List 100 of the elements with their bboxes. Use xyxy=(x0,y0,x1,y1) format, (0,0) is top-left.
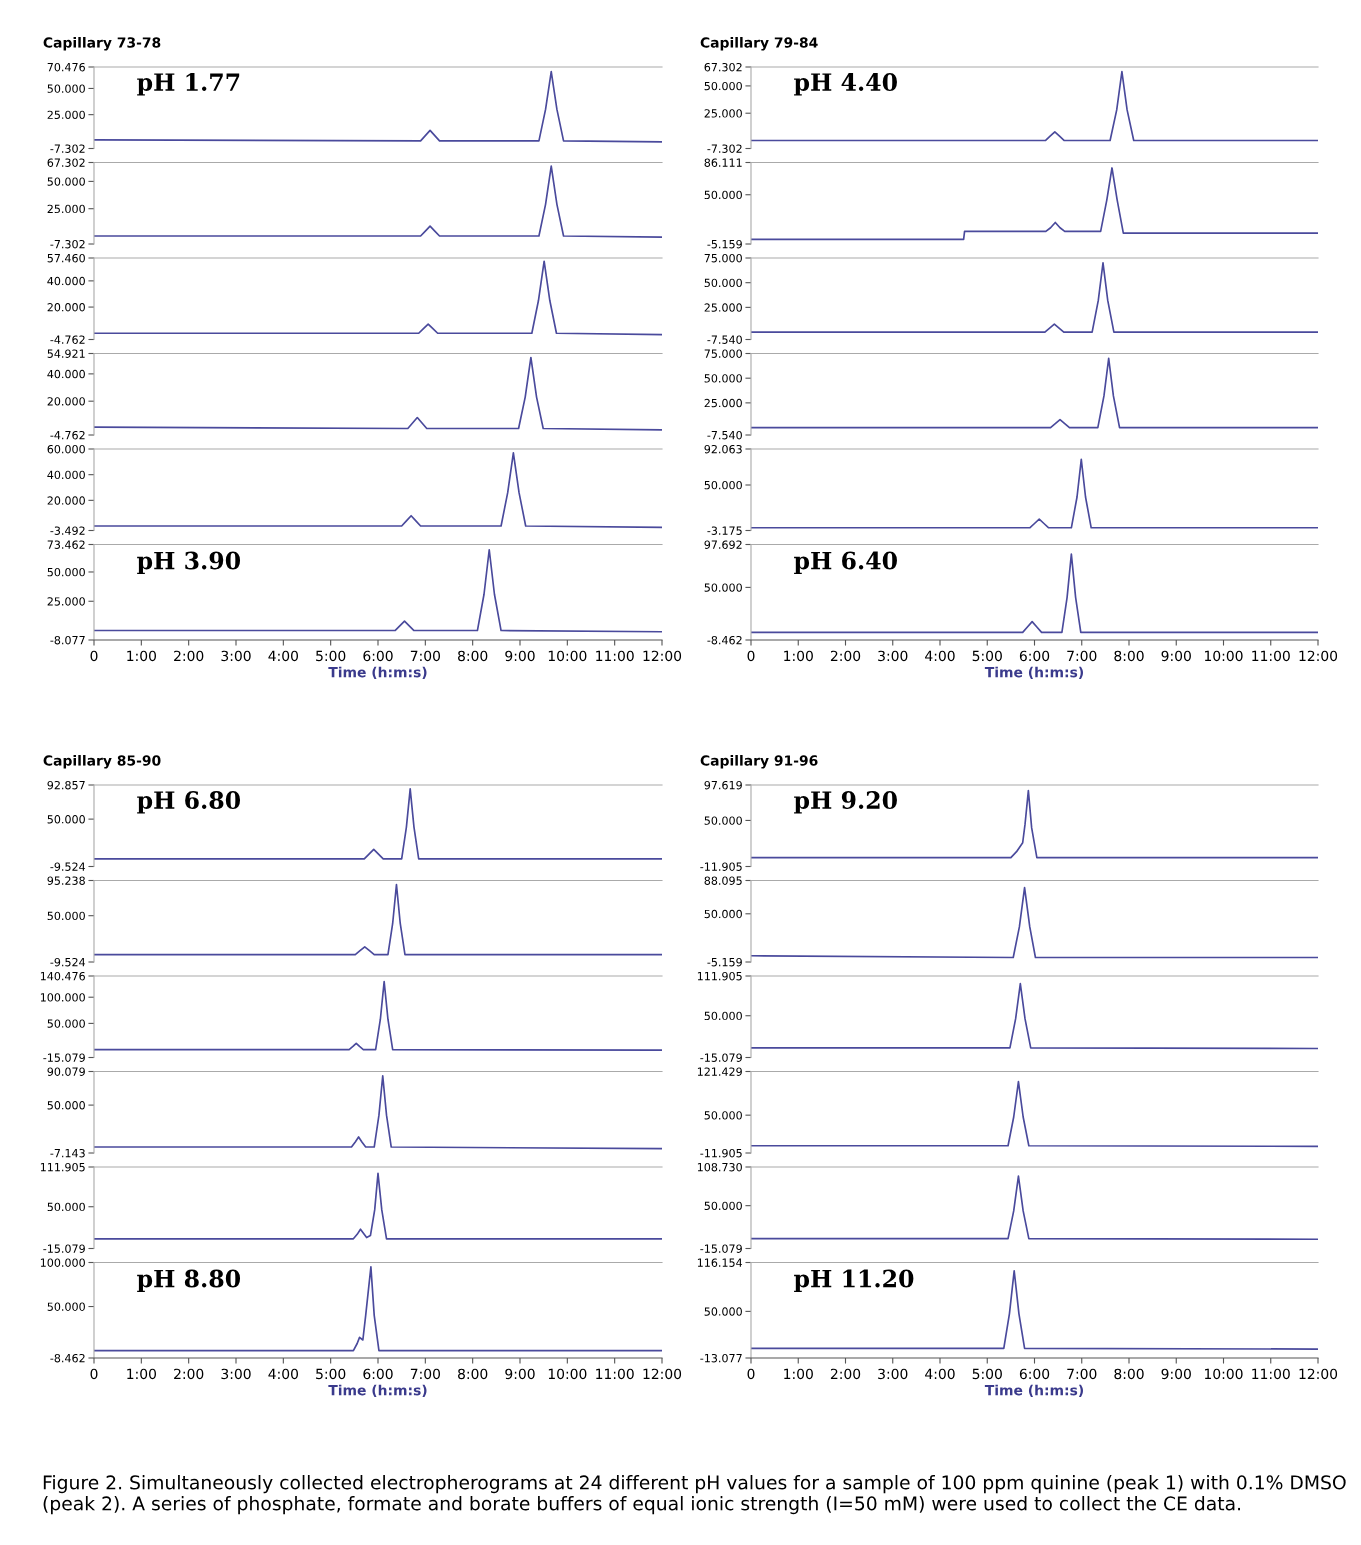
x-tick-label: 7:00 xyxy=(1067,1368,1097,1380)
line-series xyxy=(94,980,662,1051)
y-tick-label: 50.000 xyxy=(704,909,742,919)
line-series xyxy=(94,452,662,529)
x-tick-label: 4:00 xyxy=(925,1368,955,1380)
x-tick-label: 12:00 xyxy=(643,650,682,662)
x-tick-label: 10:00 xyxy=(548,1368,587,1380)
x-tick-label: 12:00 xyxy=(643,1368,682,1380)
x-tick-label: 3:00 xyxy=(878,650,908,662)
line-series xyxy=(751,553,1318,634)
y-tick-label: 50.000 xyxy=(47,84,85,93)
x-tick-label: 8:00 xyxy=(458,650,488,662)
y-tick-label: 86.111 xyxy=(704,158,742,167)
y-tick-label: -11.905 xyxy=(700,862,742,871)
y-tick-label: 50.000 xyxy=(47,815,85,824)
y-tick-label: -3.175 xyxy=(707,526,742,535)
x-tick-label: 3:00 xyxy=(221,650,251,662)
line-series xyxy=(751,167,1318,241)
annotation: pH 1.77 xyxy=(137,73,240,96)
x-tick-label: 8:00 xyxy=(1114,1368,1144,1380)
chart-title: Capillary 73-78 xyxy=(43,37,161,51)
y-tick-label: -7.540 xyxy=(707,430,742,440)
y-tick-label: 50.000 xyxy=(47,567,85,577)
y-tick-label: -15.079 xyxy=(43,1053,85,1062)
x-tick-label: 10:00 xyxy=(548,650,587,662)
line-series xyxy=(751,982,1318,1050)
x-tick-label: 7:00 xyxy=(410,650,441,662)
x-tick-label: 9:00 xyxy=(1161,1368,1191,1380)
line-series xyxy=(94,70,662,143)
x-axis-title: Time (h:m:s) xyxy=(984,1384,1083,1398)
line-series xyxy=(751,1175,1318,1241)
y-tick-label: -7.143 xyxy=(50,1148,85,1158)
line-series xyxy=(751,357,1318,429)
annotation: pH 9.20 xyxy=(794,791,897,814)
annotation: pH 3.90 xyxy=(137,551,241,575)
y-tick-label: 50.000 xyxy=(47,911,85,921)
x-tick-label: 9:00 xyxy=(505,1368,535,1380)
x-tick-label: 5:00 xyxy=(972,1368,1002,1380)
line-series xyxy=(751,1080,1318,1148)
y-tick-label: 121.429 xyxy=(697,1067,742,1076)
line-series xyxy=(94,883,662,956)
x-tick-label: 9:00 xyxy=(505,650,535,662)
x-tick-label: 6:00 xyxy=(363,650,393,662)
y-tick-label: 50.000 xyxy=(704,1201,742,1211)
y-tick-label: 25.000 xyxy=(47,110,85,120)
y-tick-label: -8.462 xyxy=(707,635,742,645)
line-series xyxy=(751,262,1318,333)
line-series xyxy=(751,886,1318,959)
y-tick-label: 50.000 xyxy=(704,190,742,200)
x-tick-label: 2:00 xyxy=(830,1368,861,1380)
line-series xyxy=(94,1266,662,1352)
y-tick-label: 111.905 xyxy=(40,1162,85,1172)
y-tick-label: 97.692 xyxy=(704,540,742,549)
line-series xyxy=(94,356,662,431)
chart-title: Capillary 91-96 xyxy=(700,755,818,769)
chart-title: Capillary 85-90 xyxy=(43,755,161,769)
x-tick-label: 2:00 xyxy=(174,650,204,662)
y-tick-label: -15.079 xyxy=(43,1244,85,1253)
caption: Figure 2. Simultaneously collected electropherograms at 24 different pH values for a sample of 100 ppm quinine (peak 1) with 0.1% DMSO (peak 2). A series of phosphate, formate and borate buffers of equal ionic strength (I=50 mM) were used to collect the CE data. xyxy=(43,1475,1346,1515)
y-tick-label: 50.000 xyxy=(47,1302,85,1311)
x-tick-label: 9:00 xyxy=(1161,650,1191,662)
y-tick-label: -8.077 xyxy=(50,635,85,645)
y-tick-label: 92.857 xyxy=(47,780,85,790)
x-tick-label: 8:00 xyxy=(458,1368,488,1380)
x-tick-label: 10:00 xyxy=(1205,1368,1243,1380)
y-tick-label: 116.154 xyxy=(697,1258,743,1267)
y-tick-label: -5.159 xyxy=(707,239,742,249)
x-tick-label: 3:00 xyxy=(221,1368,251,1380)
x-tick-label: 1:00 xyxy=(784,650,813,662)
y-tick-label: -7.540 xyxy=(707,335,742,344)
x-tick-label: 7:00 xyxy=(1067,650,1097,662)
y-tick-label: 25.000 xyxy=(704,398,742,408)
x-tick-label: 3:00 xyxy=(878,1368,908,1380)
y-tick-label: -5.159 xyxy=(707,957,742,967)
annotation: pH 6.80 xyxy=(137,791,241,814)
y-tick-label: 70.476 xyxy=(47,62,85,72)
y-tick-label: -7.302 xyxy=(707,144,742,153)
y-tick-label: -4.762 xyxy=(50,430,85,440)
annotation: pH 6.40 xyxy=(794,551,897,575)
x-tick-label: 4:00 xyxy=(925,650,955,662)
y-tick-label: 75.000 xyxy=(704,253,742,263)
line-series xyxy=(94,1074,662,1150)
y-tick-label: -8.462 xyxy=(50,1353,85,1363)
x-tick-label: 7:00 xyxy=(410,1368,441,1380)
x-tick-label: 12:00 xyxy=(1299,650,1338,662)
y-tick-label: 50.000 xyxy=(704,480,742,490)
y-tick-label: 100.000 xyxy=(40,993,85,1002)
chart-title: Capillary 79-84 xyxy=(700,37,818,51)
y-tick-label: 20.000 xyxy=(47,303,85,312)
x-tick-label: 10:00 xyxy=(1205,650,1243,662)
x-tick-label: 1:00 xyxy=(127,1368,157,1380)
x-axis-title: Time (h:m:s) xyxy=(328,666,427,680)
x-tick-label: 2:00 xyxy=(174,1368,204,1380)
y-tick-label: 25.000 xyxy=(704,109,742,118)
x-tick-label: 6:00 xyxy=(1019,650,1050,662)
y-tick-label: 50.000 xyxy=(704,583,742,592)
x-axis-title: Time (h:m:s) xyxy=(984,666,1083,680)
y-tick-label: 67.302 xyxy=(47,158,85,167)
y-tick-label: -15.079 xyxy=(700,1053,742,1062)
x-tick-label: 11:00 xyxy=(596,1368,634,1380)
